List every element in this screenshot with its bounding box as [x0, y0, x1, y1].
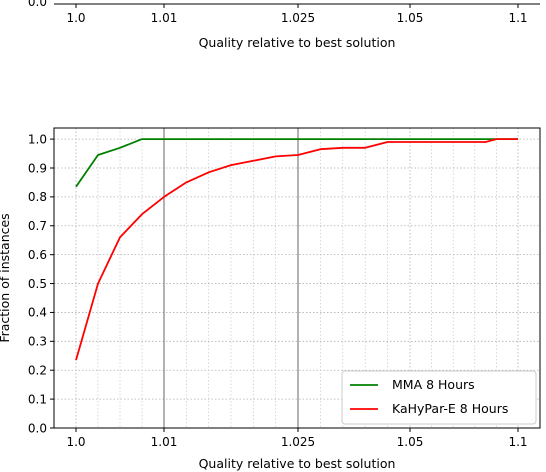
- y-axis-ticks: 0.0 0.1 0.2 0.3 0.4 0.5 0.6 0.7 0.8 0.9 1.0: [28, 132, 54, 435]
- previous-chart-fragment: 0.0 1.0 1.01 1.025 1.05 1.1 Quality relative…: [28, 0, 540, 50]
- series-line-0: [75, 138, 518, 188]
- y-tick-label: 0.9: [28, 161, 47, 175]
- y-tick-label: 0.7: [28, 219, 47, 233]
- x-tick-label: 1.025: [281, 435, 315, 449]
- previous-chart-x-tick-label: 1.0: [66, 11, 85, 25]
- x-tick-label: 1.1: [508, 435, 527, 449]
- y-tick-label: 0.2: [28, 364, 47, 378]
- x-tick-label: 1.05: [397, 435, 424, 449]
- y-tick-label: 0.3: [28, 335, 47, 349]
- y-tick-label: 0.8: [28, 190, 47, 204]
- x-tick-label: 1.01: [151, 435, 178, 449]
- y-axis-label: Fraction of instances: [0, 213, 12, 342]
- previous-chart-x-tick-label: 1.025: [281, 11, 315, 25]
- series-line-1: [75, 138, 518, 361]
- y-tick-label: 1.0: [28, 132, 47, 146]
- previous-chart-y-tick-label: 0.0: [28, 0, 47, 9]
- main-chart: 0.00.10.20.30.40.50.60.70.80.91.0 1.0 1.0…: [0, 127, 541, 471]
- x-axis-ticks: 1.0 1.01 1.025 1.05 1.1: [66, 428, 528, 449]
- y-tick-label: 0.0: [28, 421, 47, 435]
- y-tick-label: 0.6: [28, 248, 47, 262]
- x-tick-label: 1.0: [66, 435, 85, 449]
- previous-chart-x-tick-label: 1.01: [151, 11, 178, 25]
- plot-frame: [53, 127, 541, 429]
- previous-chart-x-tick-label: 1.05: [397, 11, 424, 25]
- y-tick-label: 0.4: [28, 306, 47, 320]
- previous-chart-x-axis-label: Quality relative to best solution: [199, 35, 396, 50]
- legend-label-mma: MMA 8 Hours: [392, 377, 475, 392]
- reference-lines: [163, 128, 299, 428]
- previous-chart-x-tick-label: 1.1: [508, 11, 527, 25]
- x-axis-label: Quality relative to best solution: [199, 456, 396, 471]
- legend-label-kahypar: KaHyPar-E 8 Hours: [392, 401, 508, 416]
- legend-box: [341, 370, 537, 425]
- y-tick-label: 0.1: [28, 392, 47, 406]
- y-tick-label: 0.5: [28, 277, 47, 291]
- series-layer: [75, 138, 518, 361]
- legend: MMA 8 Hours KaHyPar-E 8 Hours: [341, 370, 537, 425]
